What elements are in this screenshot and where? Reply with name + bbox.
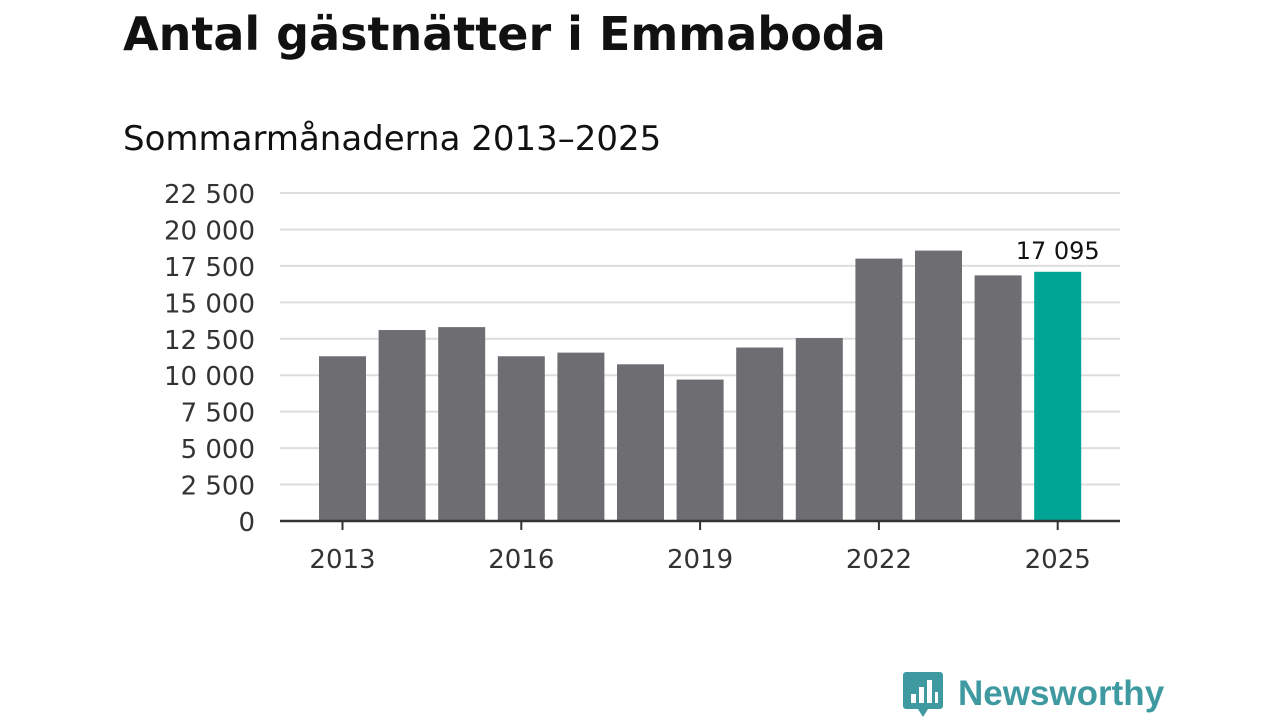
bar — [438, 327, 486, 521]
y-tick-label: 7 500 — [181, 399, 255, 429]
x-tick-label: 2025 — [1025, 545, 1091, 575]
x-tick-label: 2016 — [488, 545, 554, 575]
y-tick-label: 0 — [238, 508, 255, 538]
y-tick-label: 10 000 — [164, 362, 255, 392]
newsworthy-brand: Newsworthy — [902, 670, 1164, 718]
bar — [497, 356, 545, 521]
y-tick-label: 12 500 — [164, 326, 255, 356]
bar-chart-speech-bubble-icon — [903, 672, 943, 717]
bar — [915, 250, 962, 522]
bar — [855, 258, 903, 521]
y-tick-label: 15 000 — [164, 289, 255, 319]
x-tick-label: 2022 — [846, 545, 912, 575]
chart-title: Antal gästnätter i Emmaboda — [123, 7, 886, 61]
bar — [974, 275, 1022, 521]
bar — [378, 330, 426, 521]
y-tick-label: 17 500 — [164, 253, 255, 283]
brand-name: Newsworthy — [958, 674, 1165, 713]
bar — [676, 379, 724, 521]
bar — [617, 364, 664, 521]
bar — [795, 338, 843, 521]
y-tick-label: 2 500 — [181, 472, 255, 502]
y-tick-label: 5 000 — [181, 435, 255, 465]
bar — [557, 352, 605, 521]
bar — [736, 347, 784, 521]
data-label: 17 095 — [1016, 237, 1100, 265]
bar — [319, 356, 366, 521]
y-tick-label: 22 500 — [164, 180, 255, 210]
y-tick-label: 20 000 — [164, 216, 255, 246]
chart-subtitle: Sommarmånaderna 2013–2025 — [123, 119, 662, 159]
bar-highlight — [1034, 271, 1082, 521]
x-tick-label: 2019 — [667, 545, 733, 575]
x-tick-label: 2013 — [309, 545, 375, 575]
